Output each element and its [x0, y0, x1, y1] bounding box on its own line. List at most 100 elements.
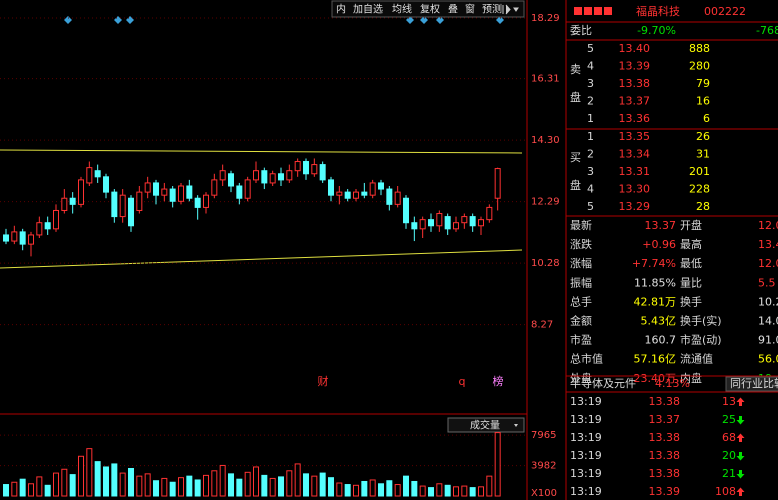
- book-price: 13.34: [619, 148, 651, 161]
- tick-volume: 108: [715, 485, 736, 498]
- book-level: 2: [587, 148, 594, 161]
- candle-body: [244, 179, 251, 199]
- volume-bar: [144, 473, 151, 497]
- toolbar-bg: [331, 0, 525, 18]
- candle-body: [53, 209, 59, 230]
- toolbar-button[interactable]: 内: [336, 3, 346, 16]
- candle-body: [486, 206, 493, 221]
- stat-label: 振幅: [570, 275, 592, 289]
- volume-bar: [86, 448, 93, 497]
- volume-bar: [311, 475, 318, 497]
- candle-body: [169, 188, 176, 202]
- book-volume: 6: [703, 112, 710, 125]
- candle-body: [311, 164, 318, 175]
- compare-label[interactable]: 同行业比较: [730, 376, 778, 390]
- indicator-selector[interactable]: [447, 417, 525, 433]
- candle-body: [203, 194, 209, 208]
- stat-label: 内盘: [680, 371, 702, 385]
- y-tick-label: 7965: [531, 430, 556, 441]
- tick-time: 13:19: [570, 449, 602, 462]
- book-level: 3: [587, 165, 594, 178]
- volume-bar: [336, 482, 343, 497]
- candle-body: [369, 182, 376, 196]
- tick-arrow: [736, 433, 745, 442]
- tick-volume: 21: [722, 467, 736, 480]
- candle-body: [428, 219, 434, 227]
- tick-volume: 25: [722, 413, 736, 426]
- candle-body: [44, 222, 51, 230]
- candle-body: [386, 188, 393, 205]
- tick-time: 13:19: [570, 467, 602, 480]
- candle-body: [194, 197, 201, 208]
- volume-bar: [378, 483, 384, 497]
- book-level: 1: [587, 112, 594, 125]
- volume-bar: [278, 476, 284, 497]
- candle-body: [119, 194, 126, 218]
- stat-value: 11.85%: [634, 276, 676, 289]
- volume-bar: [53, 472, 59, 497]
- candle-body: [86, 167, 93, 184]
- sector-pct: 4.13%: [655, 377, 690, 390]
- tick-time: 13:19: [570, 395, 602, 408]
- book-level: 2: [587, 95, 594, 108]
- stat-label: 外盘: [570, 371, 592, 385]
- sector-name[interactable]: 半导体及元件: [570, 376, 636, 390]
- book-volume: 888: [689, 42, 710, 55]
- book-price: 13.36: [619, 112, 651, 125]
- volume-bar: [3, 484, 9, 497]
- volume-bar: [11, 481, 18, 497]
- volume-unit: X100: [531, 488, 557, 499]
- candle-body: [153, 182, 159, 196]
- candle-body: [461, 216, 468, 224]
- candle-body: [128, 197, 134, 227]
- tick-volume: 68: [722, 431, 736, 444]
- toolbar-menu[interactable]: [502, 4, 519, 15]
- volume-bar: [453, 486, 459, 497]
- stat-value: +7.74%: [632, 257, 676, 270]
- book-price: 13.30: [619, 183, 651, 196]
- volume-bar: [319, 472, 326, 497]
- candle-body: [336, 191, 343, 196]
- candle-body: [161, 188, 168, 196]
- candle-body: [111, 191, 118, 218]
- volume-bar: [236, 478, 243, 497]
- toolbar-button[interactable]: 预测: [482, 3, 502, 16]
- candle-body: [186, 185, 193, 199]
- stat-label: 市盈: [570, 333, 592, 347]
- tick-time: 13:19: [570, 431, 602, 444]
- stock-name: 福晶科技: [636, 4, 680, 18]
- candle-body: [278, 173, 284, 181]
- y-tick-label: 18.29: [531, 13, 560, 24]
- book-level: 3: [587, 77, 594, 90]
- stat-label: 最新: [570, 218, 592, 232]
- indicator-name[interactable]: 成交量: [470, 419, 500, 432]
- candle-body: [453, 222, 459, 230]
- tick-volume: 20: [722, 449, 736, 462]
- toolbar-button[interactable]: 加自选: [353, 3, 383, 16]
- volume-bar: [486, 475, 493, 497]
- volume-bar: [28, 483, 34, 497]
- stat-value: 23.40万: [634, 372, 677, 385]
- tick-price: 13.38: [649, 449, 681, 462]
- book-volume: 228: [689, 183, 710, 196]
- toolbar-button[interactable]: 窗: [465, 3, 475, 16]
- candle-body: [344, 191, 351, 199]
- toolbar-button[interactable]: 复权: [420, 3, 440, 16]
- volume-bar: [219, 464, 226, 497]
- volume-bar: [78, 455, 84, 497]
- candle-body: [286, 170, 293, 181]
- y-tick-label: 3982: [531, 461, 556, 472]
- toolbar-button[interactable]: 叠: [448, 4, 458, 16]
- candle-body: [78, 179, 84, 205]
- compare-button[interactable]: [725, 376, 778, 392]
- volume-bar: [428, 487, 434, 497]
- stat-label: 金额: [570, 314, 592, 328]
- candle-body: [236, 185, 243, 199]
- toolbar-button[interactable]: 均线: [392, 3, 412, 16]
- ratio-pct: -9.70%: [637, 24, 676, 37]
- volume-bar: [328, 477, 334, 497]
- volume-bar: [269, 477, 276, 497]
- book-level: 5: [587, 42, 594, 55]
